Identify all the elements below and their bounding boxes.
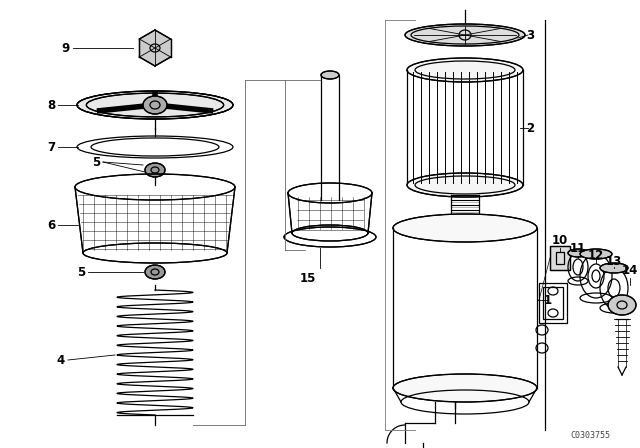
Text: 1: 1 bbox=[544, 293, 552, 306]
Text: 8: 8 bbox=[47, 99, 55, 112]
Text: 7: 7 bbox=[47, 141, 55, 154]
Text: 2: 2 bbox=[526, 121, 534, 134]
Text: 6: 6 bbox=[47, 219, 55, 232]
Text: 5: 5 bbox=[92, 155, 100, 168]
Text: 4: 4 bbox=[57, 353, 65, 366]
Ellipse shape bbox=[580, 249, 612, 259]
Bar bbox=[550, 246, 570, 270]
Text: 15: 15 bbox=[300, 271, 316, 284]
Text: 5: 5 bbox=[77, 266, 85, 279]
Ellipse shape bbox=[145, 265, 165, 279]
Text: 14: 14 bbox=[622, 263, 638, 276]
Bar bbox=[550, 246, 570, 270]
Text: 11: 11 bbox=[570, 241, 586, 254]
Text: 13: 13 bbox=[606, 254, 622, 267]
Text: 10: 10 bbox=[552, 233, 568, 246]
Bar bbox=[539, 283, 567, 323]
Ellipse shape bbox=[407, 173, 523, 197]
Bar bbox=[556, 252, 564, 264]
Text: 3: 3 bbox=[526, 29, 534, 42]
Text: 12: 12 bbox=[588, 249, 604, 262]
Ellipse shape bbox=[393, 374, 537, 402]
Text: C0303755: C0303755 bbox=[570, 431, 610, 439]
Text: 9: 9 bbox=[61, 42, 70, 55]
Ellipse shape bbox=[608, 295, 636, 315]
Ellipse shape bbox=[568, 249, 588, 257]
Ellipse shape bbox=[405, 24, 525, 46]
Ellipse shape bbox=[407, 58, 523, 82]
Ellipse shape bbox=[321, 71, 339, 79]
Ellipse shape bbox=[393, 214, 537, 242]
Ellipse shape bbox=[143, 96, 167, 114]
Ellipse shape bbox=[600, 263, 628, 273]
Bar bbox=[543, 287, 563, 319]
Ellipse shape bbox=[77, 91, 233, 119]
Polygon shape bbox=[140, 30, 171, 66]
Ellipse shape bbox=[145, 163, 165, 177]
